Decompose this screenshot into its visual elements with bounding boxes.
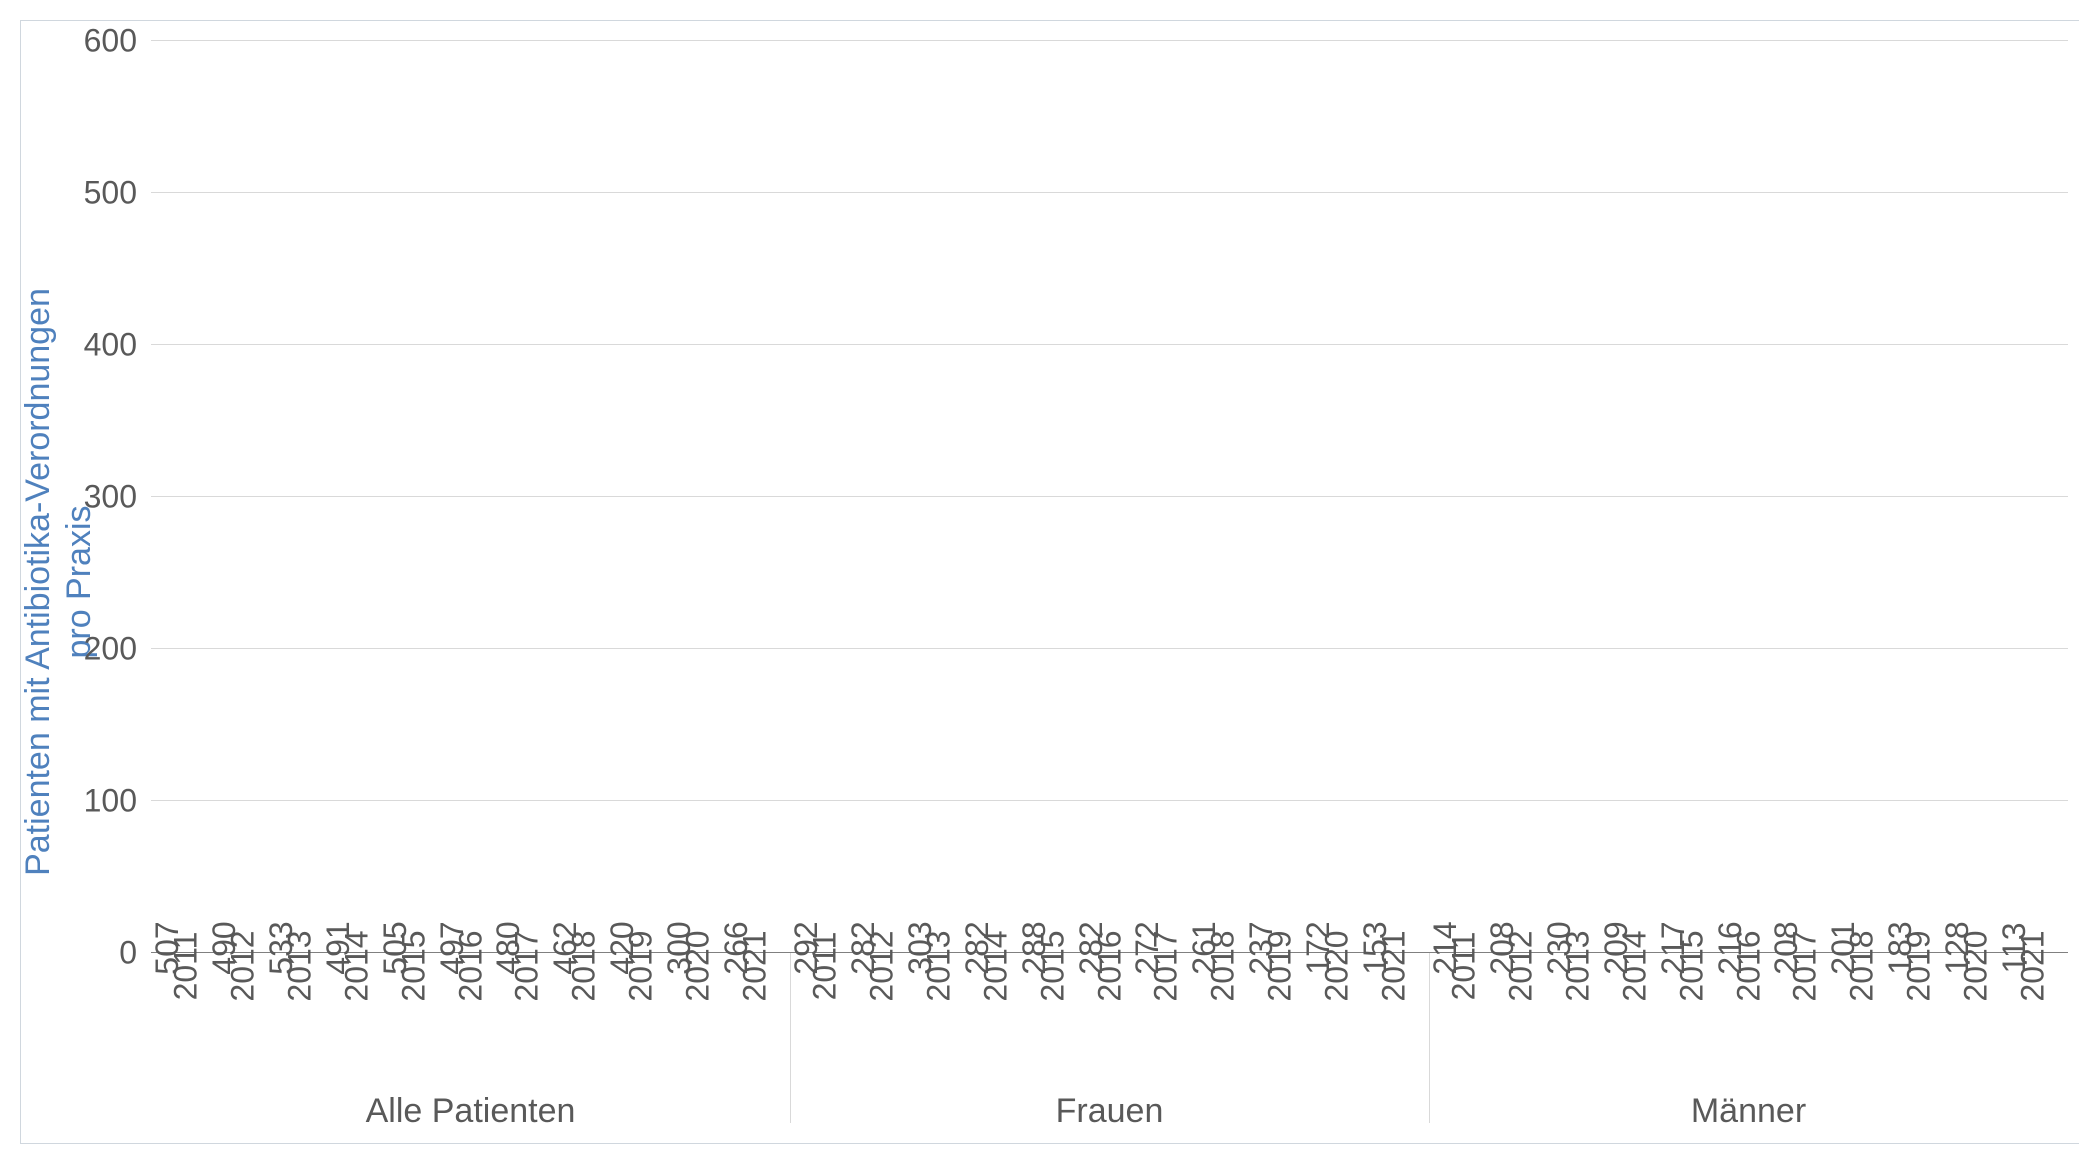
y-tick-label: 600 <box>84 23 137 60</box>
chart-frame: Patienten mit Antibiotika-Verordnungen p… <box>20 20 2079 1144</box>
x-tick-label: 2013 <box>921 924 958 1001</box>
x-tick-label: 2013 <box>282 924 319 1001</box>
x-tick-label: 2018 <box>1205 924 1242 1001</box>
y-tick-label: 200 <box>84 631 137 668</box>
group-titles: Alle PatientenFrauenMänner <box>151 1092 2068 1131</box>
x-tick-label: 2017 <box>1148 924 1185 1001</box>
group-title: Frauen <box>790 1092 1429 1131</box>
x-tick-label: 2015 <box>395 924 432 1001</box>
bar-group: 2922011282201230320132822014288201528220… <box>790 41 1429 953</box>
x-tick-label: 2017 <box>1787 924 1824 1001</box>
y-tick-label: 0 <box>119 935 137 972</box>
bar-groups: 5072011490201253320134912014505201549720… <box>151 41 2068 953</box>
group-title: Männer <box>1429 1092 2068 1131</box>
x-tick-label: 2016 <box>452 924 489 1001</box>
x-tick-label: 2016 <box>1730 924 1767 1001</box>
y-tick-label: 300 <box>84 479 137 516</box>
x-tick-label: 2020 <box>679 924 716 1001</box>
group-title: Alle Patienten <box>151 1092 790 1131</box>
x-tick-label: 2012 <box>1503 924 1540 1001</box>
x-tick-label: 2011 <box>1446 926 1483 1001</box>
bar-group: 5072011490201253320134912014505201549720… <box>151 41 790 953</box>
plot-area: 0100200300400500600507201149020125332013… <box>151 41 2068 953</box>
x-tick-label: 2011 <box>168 926 205 1001</box>
x-tick-label: 2021 <box>736 924 773 1001</box>
x-tick-label: 2015 <box>1034 924 1071 1001</box>
x-tick-label: 2019 <box>1900 924 1937 1001</box>
x-tick-label: 2018 <box>566 924 603 1001</box>
x-tick-label: 2017 <box>509 924 546 1001</box>
x-tick-label: 2019 <box>622 924 659 1001</box>
bar-group: 2142011208201223020132092014217201521620… <box>1429 41 2068 953</box>
x-tick-label: 2014 <box>977 924 1014 1001</box>
x-tick-label: 2021 <box>1375 924 1412 1001</box>
y-tick-label: 100 <box>84 783 137 820</box>
x-tick-label: 2019 <box>1261 924 1298 1001</box>
y-axis-title-line1: Patienten mit Antibiotika-Verordnungen <box>19 288 57 876</box>
y-tick-label: 400 <box>84 327 137 364</box>
x-tick-label: 2016 <box>1091 924 1128 1001</box>
x-tick-label: 2020 <box>1957 924 1994 1001</box>
x-tick-label: 2011 <box>807 926 844 1001</box>
x-tick-label: 2018 <box>1844 924 1881 1001</box>
x-tick-label: 2014 <box>1616 924 1653 1001</box>
x-tick-label: 2012 <box>864 924 901 1001</box>
x-tick-label: 2014 <box>338 924 375 1001</box>
x-tick-label: 2021 <box>2014 924 2051 1001</box>
x-tick-label: 2013 <box>1560 924 1597 1001</box>
x-tick-label: 2015 <box>1673 924 1710 1001</box>
y-tick-label: 500 <box>84 175 137 212</box>
x-tick-label: 2012 <box>225 924 262 1001</box>
x-tick-label: 2020 <box>1318 924 1355 1001</box>
